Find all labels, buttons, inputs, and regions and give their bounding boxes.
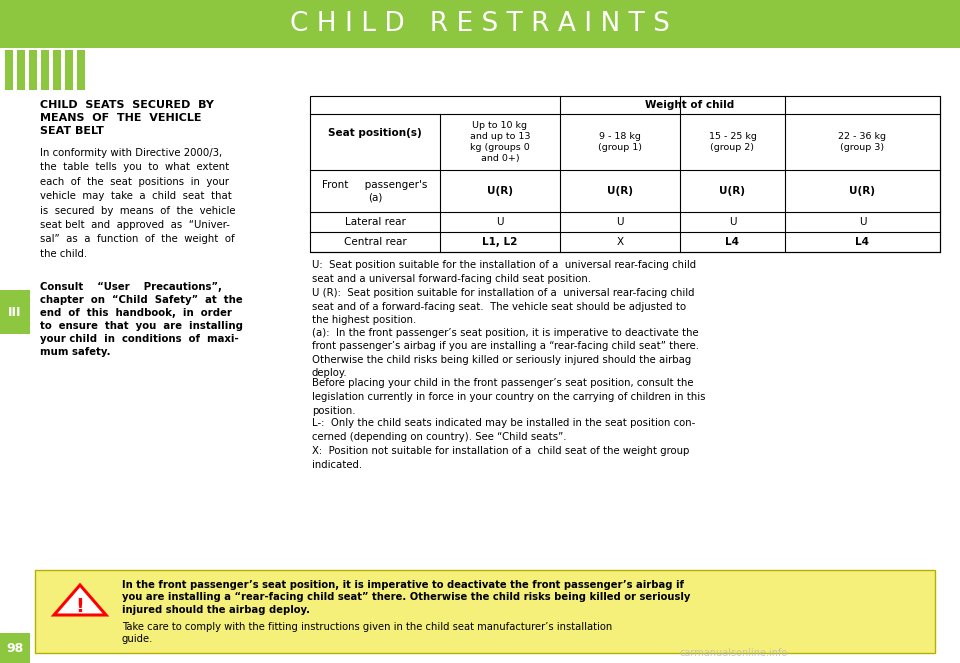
Text: U: U [616, 217, 624, 227]
Bar [310, 96, 940, 252]
Bar [5, 50, 13, 90]
Text: C H I L D   R E S T R A I N T S: C H I L D R E S T R A I N T S [290, 11, 670, 37]
Text: Consult    “User    Precautions”,: Consult “User Precautions”, [40, 282, 222, 292]
Text: U(R): U(R) [850, 186, 876, 196]
Bar [35, 570, 935, 653]
Text: 22 - 36 kg
(group 3): 22 - 36 kg (group 3) [838, 132, 886, 152]
Text: U:  Seat position suitable for the installation of a  universal rear-facing chil: U: Seat position suitable for the instal… [312, 260, 696, 284]
Text: your child  in  conditions  of  maxi-: your child in conditions of maxi- [40, 334, 239, 344]
Text: U (R):  Seat position suitable for installation of a  universal rear-facing chil: U (R): Seat position suitable for instal… [312, 288, 694, 325]
Text: L4: L4 [726, 237, 739, 247]
Bar [0, 290, 30, 334]
Bar [77, 50, 85, 90]
Text: chapter  on  “Child  Safety”  at  the: chapter on “Child Safety” at the [40, 295, 243, 305]
Text: SEAT BELT: SEAT BELT [40, 126, 104, 136]
Text: Take care to comply with the fitting instructions given in the child seat manufa: Take care to comply with the fitting ins… [122, 622, 612, 632]
Bar [17, 50, 25, 90]
Text: Seat position(s): Seat position(s) [328, 128, 421, 138]
Text: III: III [9, 306, 22, 318]
Text: injured should the airbag deploy.: injured should the airbag deploy. [122, 605, 310, 615]
Text: Central rear: Central rear [344, 237, 406, 247]
Text: Before placing your child in the front passenger’s seat position, consult the
le: Before placing your child in the front p… [312, 379, 706, 416]
Text: Front     passenger's
(a): Front passenger's (a) [323, 180, 428, 202]
Text: mum safety.: mum safety. [40, 347, 110, 357]
Bar [53, 50, 61, 90]
Text: U: U [729, 217, 736, 227]
Text: end  of  this  handbook,  in  order: end of this handbook, in order [40, 308, 232, 318]
Bar [29, 50, 37, 90]
Text: L4: L4 [855, 237, 870, 247]
Text: U: U [496, 217, 504, 227]
Text: U(R): U(R) [719, 186, 746, 196]
Text: to  ensure  that  you  are  installing: to ensure that you are installing [40, 321, 243, 331]
Bar [65, 50, 73, 90]
Bar [41, 50, 49, 90]
Text: 15 - 25 kg
(group 2): 15 - 25 kg (group 2) [708, 132, 756, 152]
Text: X: X [616, 237, 624, 247]
Text: MEANS  OF  THE  VEHICLE: MEANS OF THE VEHICLE [40, 113, 202, 123]
Text: In the front passenger’s seat position, it is imperative to deactivate the front: In the front passenger’s seat position, … [122, 580, 684, 590]
Polygon shape [54, 585, 106, 615]
Text: X:  Position not suitable for installation of a  child seat of the weight group
: X: Position not suitable for installatio… [312, 446, 689, 469]
Text: Up to 10 kg
and up to 13
kg (groups 0
and 0+): Up to 10 kg and up to 13 kg (groups 0 an… [469, 121, 530, 163]
Text: !: ! [76, 597, 84, 617]
Text: guide.: guide. [122, 634, 154, 644]
Text: Lateral rear: Lateral rear [345, 217, 405, 227]
Text: In conformity with Directive 2000/3,
the  table  tells  you  to  what  extent
ea: In conformity with Directive 2000/3, the… [40, 148, 235, 259]
Text: L-:  Only the child seats indicated may be installed in the seat position con-
c: L-: Only the child seats indicated may b… [312, 418, 695, 442]
Text: Weight of child: Weight of child [645, 100, 734, 110]
Text: carmanualsonline.info: carmanualsonline.info [680, 648, 788, 658]
Text: CHILD  SEATS  SECURED  BY: CHILD SEATS SECURED BY [40, 100, 214, 110]
Text: U: U [859, 217, 866, 227]
Bar [0, 633, 30, 663]
Text: U(R): U(R) [487, 186, 513, 196]
Text: 9 - 18 kg
(group 1): 9 - 18 kg (group 1) [598, 132, 642, 152]
Text: you are installing a “rear-facing child seat” there. Otherwise the child risks b: you are installing a “rear-facing child … [122, 593, 690, 603]
Bar [0, 0, 960, 48]
Text: L1, L2: L1, L2 [482, 237, 517, 247]
Text: (a):  In the front passenger’s seat position, it is imperative to deactivate the: (a): In the front passenger’s seat posit… [312, 328, 699, 379]
Text: U(R): U(R) [607, 186, 633, 196]
Text: 98: 98 [7, 642, 24, 654]
